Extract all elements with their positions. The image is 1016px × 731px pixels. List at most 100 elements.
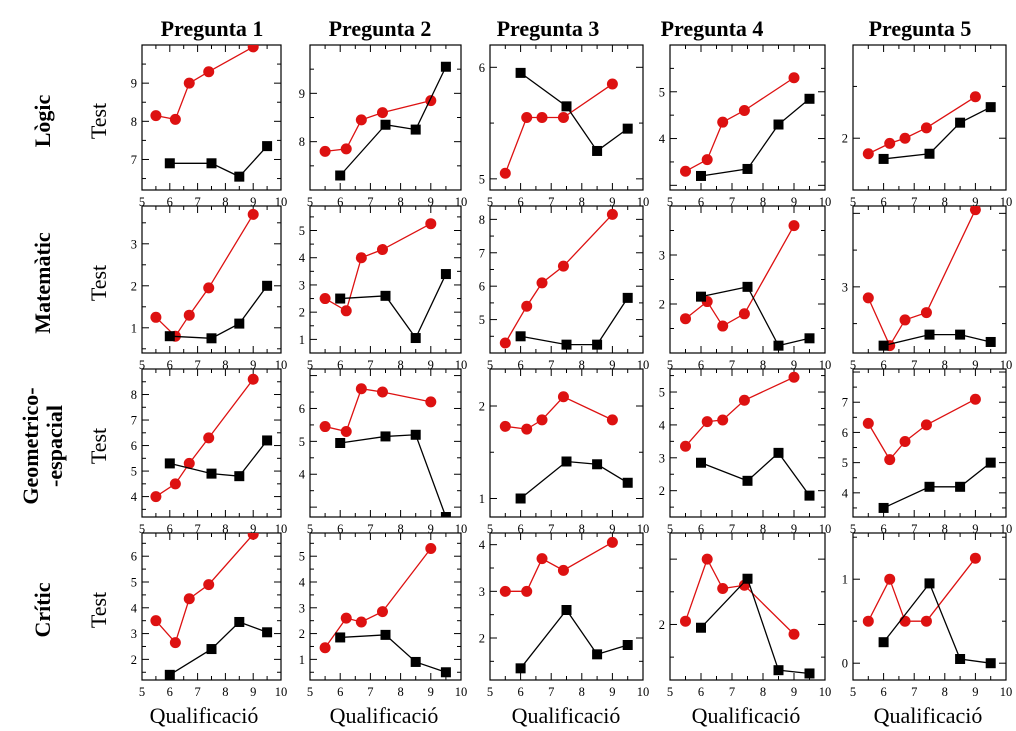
data-point-red (606, 208, 618, 220)
x-tick-label: 10 (819, 685, 832, 699)
y-tick-label: 7 (479, 246, 485, 260)
data-point-black (924, 578, 935, 589)
data-point-red (557, 260, 569, 272)
data-point-red (183, 457, 195, 469)
y-tick-label: 3 (659, 451, 665, 465)
x-tick-label: 9 (428, 685, 434, 699)
y-tick-label: 6 (131, 550, 137, 564)
data-point-black (410, 333, 421, 344)
data-point-black (262, 280, 273, 291)
data-point-black (985, 658, 996, 669)
panel-r4c3: 5 6 7 8 9 10 2 3 4 (479, 532, 649, 699)
x-tick-label: 6 (337, 522, 343, 536)
data-point-red (319, 421, 331, 433)
data-point-black (515, 493, 526, 504)
x-tick-label: 5 (487, 358, 493, 372)
x-tick-label: 9 (609, 358, 615, 372)
data-point-black (955, 481, 966, 492)
data-point-black (440, 512, 451, 517)
data-point-black (164, 331, 175, 342)
x-tick-label: 7 (194, 358, 200, 372)
series-line-black (520, 72, 629, 152)
data-point-black (592, 649, 603, 660)
y-tick-label: 9 (299, 87, 305, 101)
data-point-red (340, 143, 352, 155)
data-point-red (203, 66, 215, 78)
series-line-black (883, 582, 991, 664)
x-tick-label: 6 (167, 358, 173, 372)
panel-data (680, 220, 815, 351)
x-tick-label: 7 (548, 685, 554, 699)
x-tick-label: 7 (194, 685, 200, 699)
data-point-red (701, 553, 713, 565)
data-point-red (536, 277, 548, 289)
x-tick-label: 8 (397, 522, 403, 536)
x-tick-label: 7 (729, 358, 735, 372)
data-point-red (425, 542, 437, 554)
panel-data (319, 61, 451, 181)
series-line-red (155, 214, 254, 338)
data-point-black (335, 632, 346, 643)
y-tick-label: 5 (659, 386, 665, 400)
data-point-red (425, 218, 437, 230)
panel-frame (669, 205, 826, 354)
y-tick-label: 8 (479, 213, 485, 227)
y-tick-label: 3 (131, 237, 137, 251)
series-line-red (504, 83, 613, 174)
panel-data (499, 67, 633, 179)
data-point-black (234, 171, 245, 182)
x-tick-label: 6 (167, 195, 173, 209)
data-point-black (164, 458, 175, 469)
y-tick-label: 1 (299, 333, 305, 347)
x-tick-label: 8 (579, 685, 585, 699)
data-point-black (592, 459, 603, 470)
data-point-black (335, 170, 346, 181)
series-line-black (169, 285, 268, 339)
x-tick-label: 7 (548, 195, 554, 209)
panel-data (680, 72, 815, 181)
data-point-red (788, 220, 800, 232)
data-point-black (164, 158, 175, 169)
panel-data (150, 208, 273, 344)
x-tick-label: 5 (139, 685, 145, 699)
panel-r2c5: 5 6 7 8 9 103 (842, 205, 1012, 372)
data-point-red (521, 112, 533, 123)
data-point-red (899, 435, 911, 447)
panel-r4c5: 5 6 7 8 9 10 0 1 (842, 532, 1012, 699)
y-tick-label: 2 (659, 298, 665, 312)
panel-data (150, 373, 273, 503)
series-line-red (867, 398, 976, 461)
data-point-black (804, 490, 815, 501)
data-point-black (234, 616, 245, 627)
data-point-black (985, 336, 996, 347)
data-point-black (622, 477, 633, 488)
panel-data (150, 45, 273, 182)
data-point-black (696, 170, 706, 181)
y-tick-label: 3 (659, 249, 665, 263)
data-point-black (380, 290, 391, 301)
data-point-red (521, 300, 533, 312)
x-axis-label-col4: Qualificació (692, 703, 801, 728)
data-point-red (884, 137, 896, 149)
data-point-black (410, 429, 421, 440)
data-point-red (183, 593, 195, 605)
x-tick-label: 9 (791, 685, 797, 699)
data-point-black (622, 640, 633, 650)
data-point-red (376, 606, 388, 618)
row-title-geometrico-line1: Geometrico- (18, 387, 43, 504)
y-tick-label: 3 (479, 585, 485, 599)
data-point-black (561, 101, 572, 112)
data-point-red (788, 628, 800, 640)
data-point-red (557, 112, 569, 123)
data-point-black (410, 124, 421, 135)
y-tick-label: 6 (479, 61, 485, 75)
series-line-black (883, 333, 991, 347)
data-point-black (924, 148, 935, 159)
x-tick-label: 8 (397, 358, 403, 372)
data-point-black (515, 331, 526, 342)
data-point-red (899, 132, 911, 144)
x-tick-label: 8 (222, 522, 228, 536)
data-point-red (376, 386, 388, 398)
